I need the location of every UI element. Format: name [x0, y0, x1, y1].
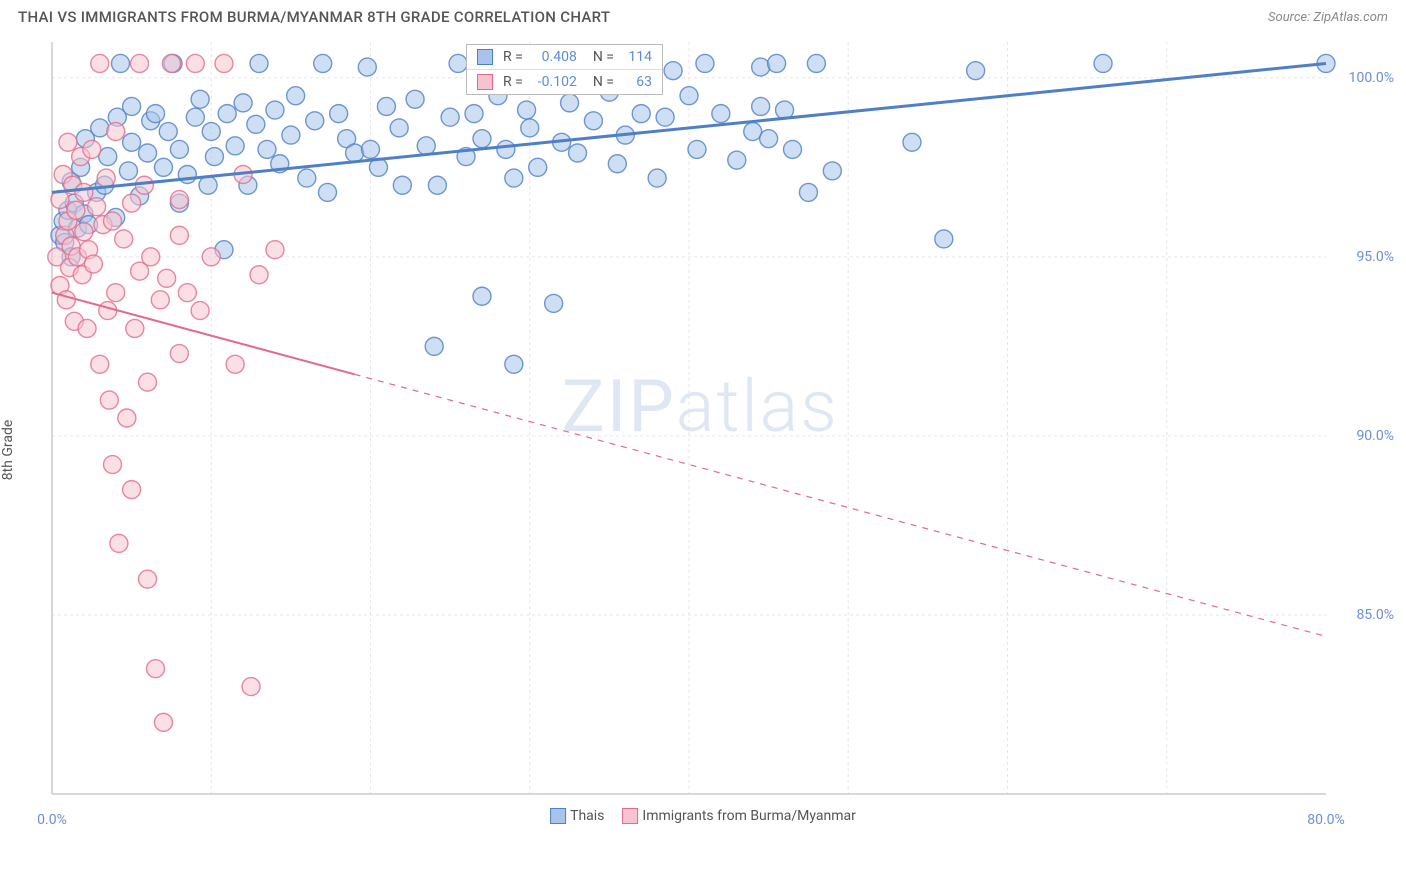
- stat-swatch: [477, 49, 493, 65]
- stat-row: R = 0.408 N = 114: [467, 45, 662, 70]
- legend-swatch: [622, 808, 638, 824]
- legend-item: Thais: [550, 808, 604, 824]
- stat-n-label: N =: [593, 74, 614, 90]
- legend-swatch: [550, 808, 566, 824]
- stat-r-value: -0.102: [529, 74, 577, 90]
- legend-label: Immigrants from Burma/Myanmar: [642, 808, 856, 824]
- chart-legend: Thais Immigrants from Burma/Myanmar: [550, 808, 856, 824]
- stat-n-value: 114: [620, 49, 652, 65]
- stat-swatch: [477, 74, 493, 90]
- stat-row: R = -0.102 N = 63: [467, 70, 662, 94]
- chart-title: THAI VS IMMIGRANTS FROM BURMA/MYANMAR 8T…: [18, 8, 610, 26]
- legend-item: Immigrants from Burma/Myanmar: [622, 808, 856, 824]
- y-tick-label: 95.0%: [1356, 249, 1394, 265]
- x-tick-label: 80.0%: [1307, 812, 1345, 828]
- chart-source: Source: ZipAtlas.com: [1268, 10, 1388, 25]
- chart-header: THAI VS IMMIGRANTS FROM BURMA/MYANMAR 8T…: [0, 0, 1406, 32]
- legend-label: Thais: [570, 808, 604, 824]
- y-tick-label: 100.0%: [1349, 70, 1394, 86]
- stat-n-value: 63: [620, 74, 652, 90]
- correlation-stats-box: R = 0.408 N = 114 R = -0.102 N = 63: [466, 44, 663, 95]
- scatter-chart-svg: [0, 32, 1406, 852]
- stat-r-value: 0.408: [529, 49, 577, 65]
- stat-r-label: R =: [503, 74, 523, 90]
- chart-area: 8th Grade 85.0%90.0%95.0%100.0% 0.0%80.0…: [0, 32, 1406, 852]
- y-tick-label: 90.0%: [1356, 428, 1394, 444]
- y-tick-label: 85.0%: [1356, 607, 1394, 623]
- x-tick-label: 0.0%: [37, 812, 67, 828]
- stat-n-label: N =: [593, 49, 614, 65]
- stat-r-label: R =: [503, 49, 523, 65]
